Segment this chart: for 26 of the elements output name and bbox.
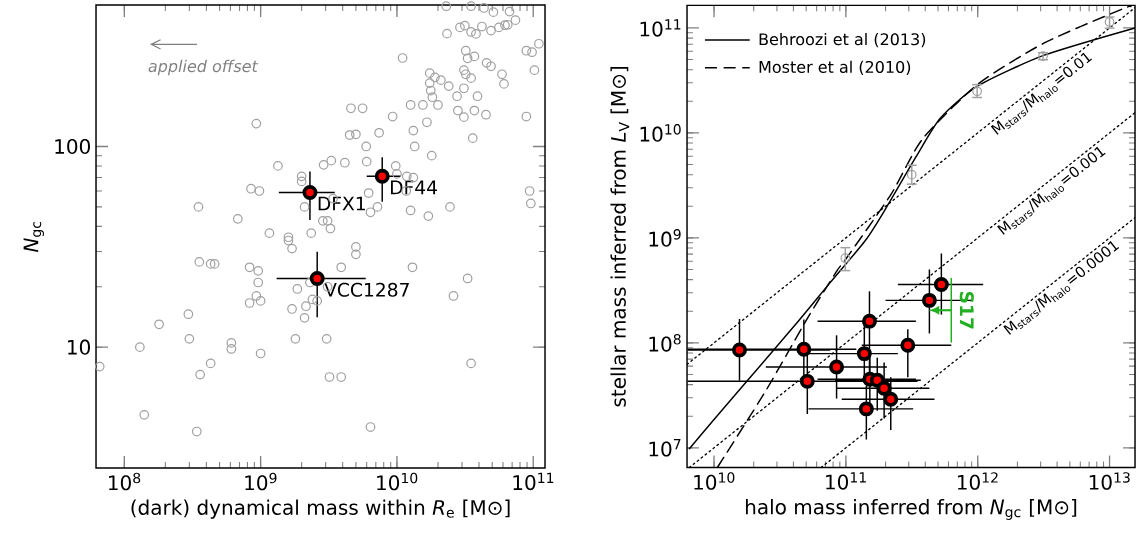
series-label: DFX1 [318,196,365,211]
y-tick-label: 10$^{8}$ [649,334,681,352]
series-label: DF44 [391,180,437,195]
x-tick-label: 10$^{12}$ [957,472,998,490]
x-axis-title: (dark) dynamical mass within R$_{e}$ [M⊙] [131,499,510,519]
series-label: VCC1287 [324,282,409,297]
legend-label: S17 [959,291,974,329]
x-tick-label: 10$^{9}$ [245,472,277,491]
x-tick-label: 10$^{11}$ [826,472,866,490]
y-tick-label: 100 [55,138,90,155]
y-tick-label: 10$^{7}$ [649,439,681,457]
legend-label: Moster et al (2010) [759,60,911,75]
y-axis-title: N$_{gc}$ [23,221,44,253]
y-tick-label: 10$^{9}$ [649,229,681,247]
y-tick-label: 10 [68,339,90,355]
y-tick-label: 10$^{10}$ [640,124,681,142]
x-tick-label: 10$^{10}$ [377,472,418,491]
y-tick-label: 10$^{11}$ [640,19,681,37]
x-tick-label: 10$^{10}$ [694,472,735,490]
y-axis-title: stellar mass inferred from L$_{V}$ [M⊙] [610,67,630,407]
x-tick-label: 10$^{8}$ [109,472,141,491]
legend-label: Behroozi et al (2013) [759,32,926,48]
x-tick-label: 10$^{11}$ [513,472,554,491]
x-axis-title: halo mass inferred from N$_{gc}$ [M⊙] [745,499,1077,520]
x-tick-label: 10$^{13}$ [1089,472,1130,490]
annotation: applied offset [148,59,259,76]
